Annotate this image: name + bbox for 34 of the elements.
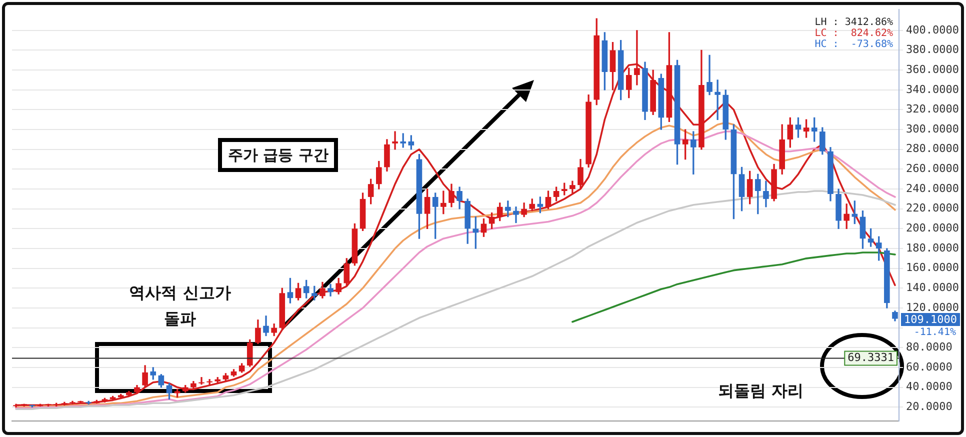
candlestick	[513, 206, 519, 224]
annotation: 역사적 신고가 돌파	[128, 282, 232, 330]
y-tick-label: 160.0000	[906, 261, 960, 274]
y-tick-label: 360.0000	[906, 62, 960, 76]
y-tick-label: 120.0000	[906, 300, 960, 314]
candlestick	[206, 379, 212, 385]
y-tick-label: 180.0000	[906, 241, 960, 254]
annotation: 되돌림 자리	[718, 380, 804, 402]
y-tick-label: 380.0000	[906, 43, 960, 56]
y-tick-label: 300.0000	[906, 122, 960, 136]
candlestick	[706, 54, 712, 96]
ref-line-label: 69.3331	[848, 351, 894, 364]
y-tick-label: 80.0000	[906, 340, 952, 354]
candlestick	[392, 131, 398, 150]
y-tick-label: 40.0000	[906, 380, 952, 394]
y-tick-label: 60.0000	[906, 360, 952, 374]
y-tick-label: 20.0000	[906, 400, 952, 413]
annotation: HC : -73.68%	[814, 39, 894, 50]
annotation: 주가 급등 구간	[218, 138, 338, 172]
y-tick-label: 260.0000	[906, 162, 960, 176]
y-tick-label: 280.0000	[906, 142, 960, 156]
y-tick-label: 240.0000	[906, 182, 960, 195]
candlestick	[198, 377, 204, 385]
y-tick-label: 400.0000	[906, 23, 960, 36]
y-tick-label: 140.0000	[906, 281, 960, 294]
candlestick	[505, 200, 511, 218]
annotation: LH : 3412.86%	[814, 17, 894, 28]
annotation: LC : 824.62%	[814, 28, 894, 39]
text: -11.41%	[914, 326, 956, 338]
y-tick-label: 220.0000	[906, 202, 960, 215]
y-tick-label: 200.0000	[906, 222, 960, 235]
text: 109.1000	[901, 312, 960, 326]
y-tick-label: 340.0000	[906, 82, 960, 96]
y-tick-label: 320.0000	[906, 102, 960, 116]
